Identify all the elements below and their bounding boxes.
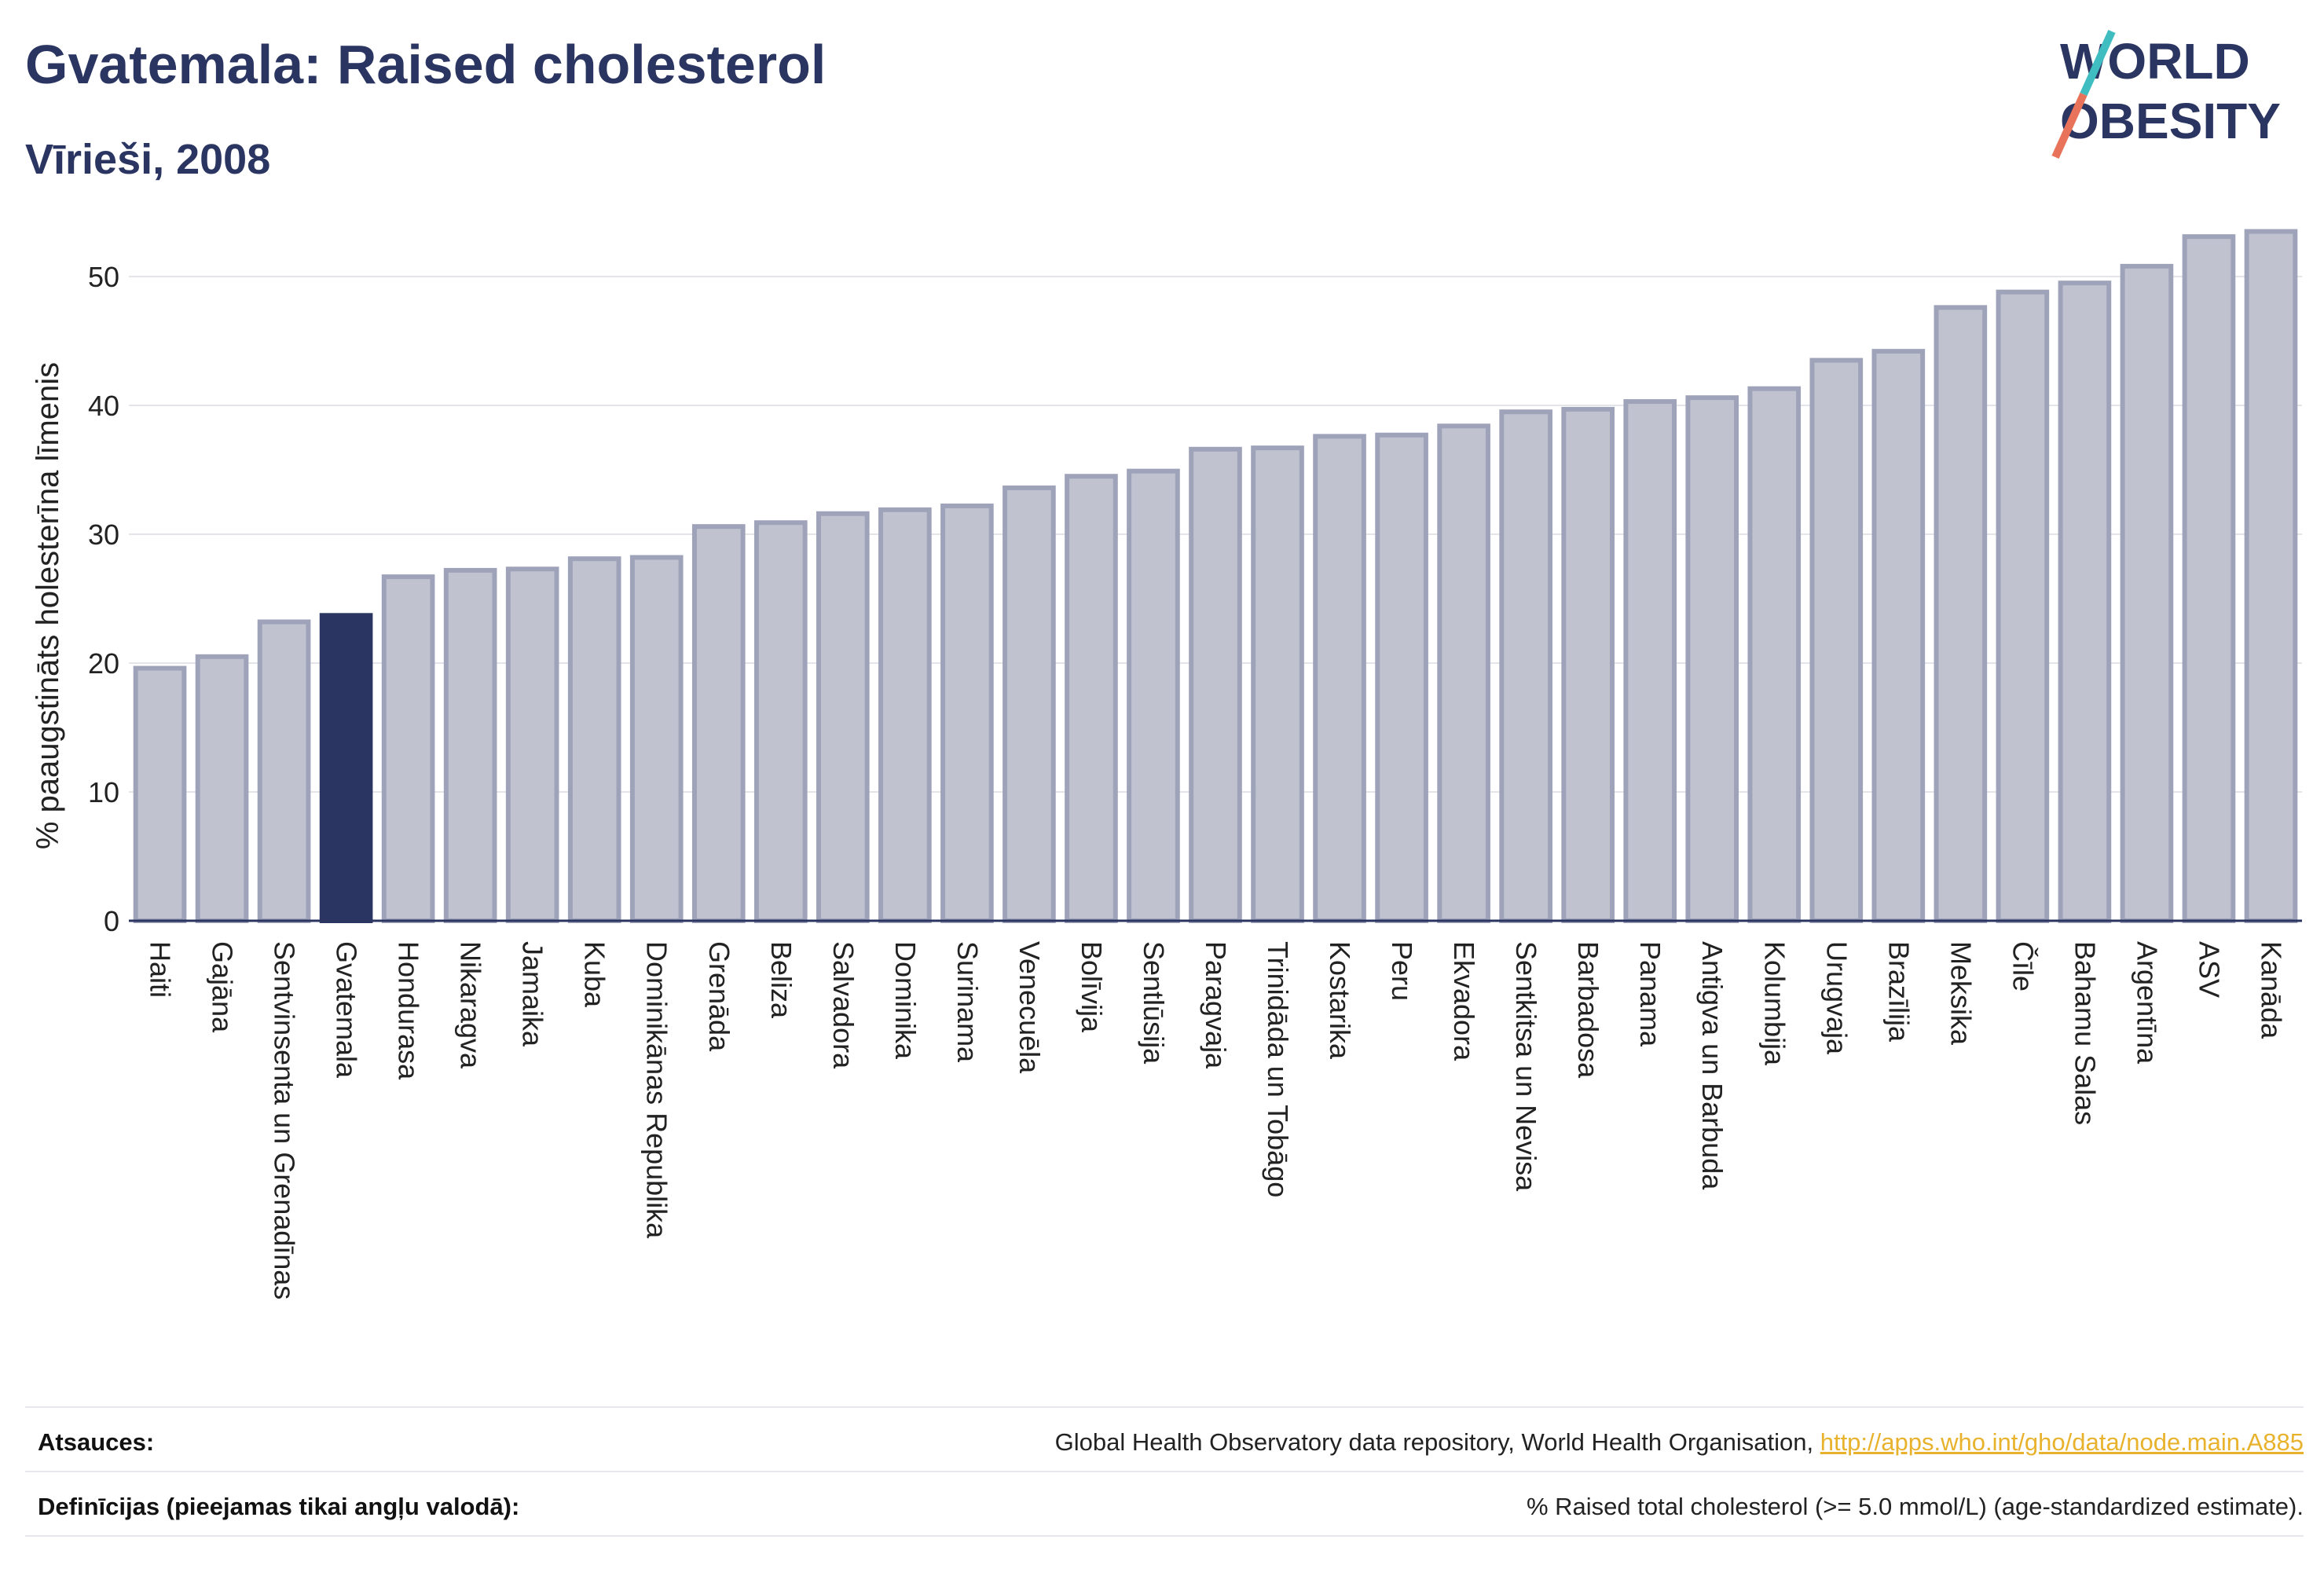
footer-divider: [25, 1471, 2304, 1472]
x-tick-label: Panama: [1634, 941, 1666, 1047]
x-tick-label: Kuba: [579, 941, 611, 1008]
x-tick-label: Venecuēla: [1014, 941, 1046, 1074]
bar: [1809, 357, 1864, 924]
bar: [691, 524, 746, 923]
bar: [381, 574, 435, 923]
y-axis-label: % paaugstināts holesterīna līmenis: [31, 362, 65, 849]
bar: [195, 654, 249, 923]
bar: [2058, 280, 2112, 923]
y-tick-label: 10: [88, 776, 119, 808]
logo-slash-teal: [2080, 29, 2116, 97]
bar: [1065, 474, 1118, 923]
x-tick-label: Kostarika: [1324, 941, 1356, 1060]
x-tick-label: Kanāda: [2255, 941, 2287, 1039]
bar-chart: 0 10 20 30 40 50 % paaugstināts holesterīna lī…: [31, 229, 2302, 1299]
x-tick-label: Trinidāda un Tobāgo: [1262, 941, 1294, 1197]
bar: [1189, 446, 1242, 923]
x-tick-label: Kolumbija: [1758, 941, 1791, 1066]
bar: [940, 503, 994, 923]
x-tick-label: Brazīlija: [1882, 941, 1915, 1043]
logo-slash-coral: [2051, 92, 2088, 159]
y-tick-label: 30: [88, 519, 119, 551]
bar: [1313, 434, 1366, 923]
x-tick-label: Jamaika: [517, 941, 549, 1047]
y-tick-label: 40: [88, 390, 119, 422]
bar: [753, 520, 808, 923]
bar: [1561, 406, 1615, 923]
bar: [567, 556, 621, 923]
definitions-text: % Raised total cholesterol (>= 5.0 mmol/…: [1526, 1493, 2304, 1520]
chart-subtitle: Vīrieši, 2008: [25, 136, 271, 183]
x-tick-label: Peru: [1386, 941, 1418, 1001]
bar: [1747, 386, 1802, 923]
footer-divider: [25, 1535, 2304, 1537]
bar: [816, 511, 870, 923]
sources-text: Global Health Observatory data repositor…: [1055, 1428, 2304, 1457]
x-tick-label: Meksika: [1945, 941, 1977, 1046]
x-tick-label: Ekvadora: [1448, 941, 1480, 1061]
x-tick-label: Sentkitsa un Nevisa: [1510, 941, 1542, 1192]
bar: [1499, 409, 1552, 923]
sources-label: Atsauces:: [38, 1428, 155, 1456]
x-tick-label: Beliza: [765, 941, 797, 1019]
x-tick-label: Argentīna: [2131, 941, 2163, 1065]
x-tick-label: Gajāna: [207, 941, 239, 1033]
bar: [1996, 289, 2050, 923]
x-tick-label: Nikaragva: [455, 941, 487, 1069]
bar: [1437, 423, 1490, 923]
y-tick-label: 50: [88, 261, 119, 293]
x-tick-label: Urugvaja: [1820, 941, 1853, 1055]
x-tick-label: ASV: [2193, 941, 2225, 998]
x-tick-label: Dominikānas Republika: [641, 941, 673, 1239]
world-obesity-logo: WORLD OBESITY: [2051, 29, 2281, 159]
definitions-label: Definīcijas (pieejamas tikai angļu valod…: [38, 1493, 520, 1520]
x-tick-label: Haiti: [145, 941, 177, 998]
bar: [443, 567, 497, 923]
bar: [629, 555, 684, 924]
bar: [1375, 432, 1428, 923]
x-tick-label: Barbadosa: [1572, 941, 1604, 1079]
x-tick-label: Sentvinsenta un Grenadīnas: [269, 941, 301, 1299]
x-tick-label: Bolīvija: [1076, 941, 1108, 1033]
x-tick-label: Antigva un Barbuda: [1696, 941, 1728, 1190]
x-tick-label: Čīle: [2007, 941, 2039, 991]
bar: [1623, 399, 1677, 923]
x-tick-label: Surinama: [951, 941, 984, 1063]
y-tick-label: 0: [104, 905, 119, 937]
bar: [1934, 305, 1988, 923]
x-tick-label: Grenāda: [703, 941, 735, 1052]
bar: [1251, 445, 1304, 923]
bar: [1127, 468, 1180, 923]
x-tick-label: Sentlūsija: [1138, 941, 1170, 1065]
sources-description: Global Health Observatory data repositor…: [1054, 1428, 1820, 1456]
footer-divider: [25, 1406, 2304, 1408]
bar: [1003, 485, 1056, 923]
bar: [878, 507, 932, 923]
bar: [505, 566, 559, 924]
bar: [319, 613, 373, 923]
bar: [1871, 349, 1926, 923]
sources-link[interactable]: http://apps.who.int/gho/data/node.main.A…: [1820, 1428, 2304, 1456]
x-tick-label: Paragvaja: [1200, 941, 1232, 1069]
logo-line2: OBESITY: [2060, 93, 2281, 149]
bar: [133, 665, 187, 923]
bar: [257, 619, 311, 924]
bar: [2244, 229, 2298, 924]
x-tick-label: Salvadora: [827, 941, 860, 1069]
x-tick-label: Dominika: [889, 941, 922, 1060]
x-tick-label: Hondurasa: [393, 941, 425, 1080]
x-tick-label: Gvatemala: [331, 941, 363, 1079]
chart-title: Gvatemala: Raised cholesterol: [25, 34, 827, 95]
bar: [2182, 234, 2236, 924]
bar: [1685, 395, 1739, 924]
bar: [2120, 263, 2174, 923]
y-tick-label: 20: [88, 647, 119, 680]
x-tick-label: Bahamu Salas: [2069, 941, 2101, 1125]
